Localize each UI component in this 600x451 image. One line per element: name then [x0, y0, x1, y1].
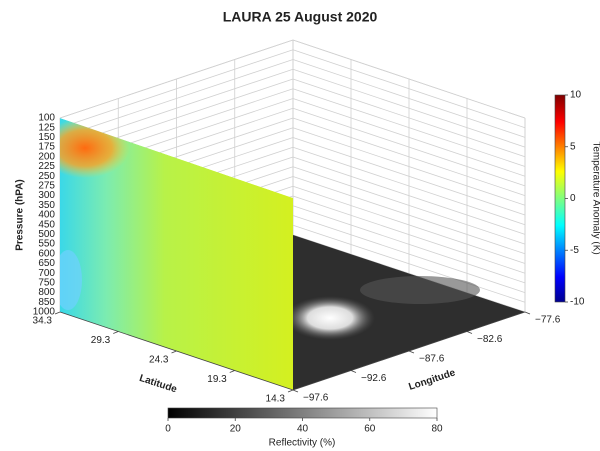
y-tick [466, 331, 473, 334]
z-tick-label: 1000 [33, 307, 56, 318]
z-tick-label: 125 [38, 122, 55, 133]
x-tick [229, 370, 235, 373]
z-tick-label: 225 [38, 161, 55, 172]
colorbar2 [167, 407, 438, 419]
z-tick-label: 275 [38, 181, 55, 192]
x-tick-label: 29.3 [91, 335, 111, 346]
y-tick [350, 370, 357, 373]
z-tick-label: 850 [38, 297, 55, 308]
y-tick-label: −87.6 [419, 354, 445, 365]
z-tick-label: 750 [38, 278, 55, 289]
chart-title: LAURA 25 August 2020 [223, 9, 378, 25]
x-tick-label: 24.3 [149, 355, 169, 366]
y-tick-label: −97.6 [303, 393, 329, 404]
satellite-floor [293, 235, 525, 390]
x-tick [113, 331, 119, 334]
colorbar2-label: Reflectivity (%) [269, 438, 336, 449]
colorbar [554, 94, 566, 303]
colorbar2-tick-label: 0 [165, 424, 171, 435]
temperature-slice [60, 118, 293, 390]
z-tick-label: 100 [38, 113, 55, 124]
colorbar2-tick-label: 40 [297, 424, 309, 435]
y-tick [524, 311, 531, 315]
y-tick [292, 389, 299, 393]
colorbar-tick-label: -5 [570, 245, 579, 256]
colorbar2-tick-label: 60 [364, 424, 376, 435]
x-tick-label: 34.3 [33, 316, 53, 327]
x-tick [287, 389, 294, 393]
axis-line [59, 311, 294, 391]
z-tick-label: 250 [38, 171, 55, 182]
z-tick-label: 600 [38, 248, 55, 259]
z-tick-label: 700 [38, 268, 55, 279]
colorbar2-tick-label: 20 [230, 424, 242, 435]
axis-line [292, 311, 526, 391]
x-tick-label: 19.3 [207, 374, 227, 385]
y-tick [408, 350, 415, 354]
cloud-band [360, 276, 480, 304]
x-axis-label: Latitude [138, 373, 179, 396]
y-tick-label: −82.6 [477, 334, 503, 345]
colorbar-tick-label: 10 [570, 90, 582, 101]
z-tick-label: 400 [38, 210, 55, 221]
colorbar-tick-label: 5 [570, 141, 576, 152]
z-tick-label: 550 [38, 239, 55, 250]
z-tick-label: 150 [38, 132, 55, 143]
z-tick-label: 200 [38, 151, 55, 162]
slice-fill [60, 118, 293, 390]
storm-cloud [285, 296, 375, 340]
x-tick [171, 350, 177, 354]
x-tick-label: 14.3 [266, 394, 286, 405]
x-tick [54, 311, 61, 315]
z-tick-label: 300 [38, 190, 55, 201]
cool-patch [60, 250, 82, 310]
colorbar-tick-label: 0 [570, 193, 576, 204]
z-tick-label: 350 [38, 200, 55, 211]
colorbar2-tick-label: 80 [431, 424, 443, 435]
z-tick-label: 650 [38, 258, 55, 269]
z-tick-label: 800 [38, 287, 55, 298]
z-tick-label: 175 [38, 142, 55, 153]
y-tick-label: −77.6 [535, 315, 561, 326]
colorbar-tick-label: -10 [570, 297, 585, 308]
z-tick-label: 450 [38, 219, 55, 230]
y-tick-label: −92.6 [361, 373, 387, 384]
z-axis-label: Pressure (hPA) [15, 179, 26, 251]
colorbar-label: Temperature Anomaly (K) [590, 141, 600, 254]
z-tick-label: 500 [38, 229, 55, 240]
y-axis-label: Longitude [407, 367, 457, 393]
